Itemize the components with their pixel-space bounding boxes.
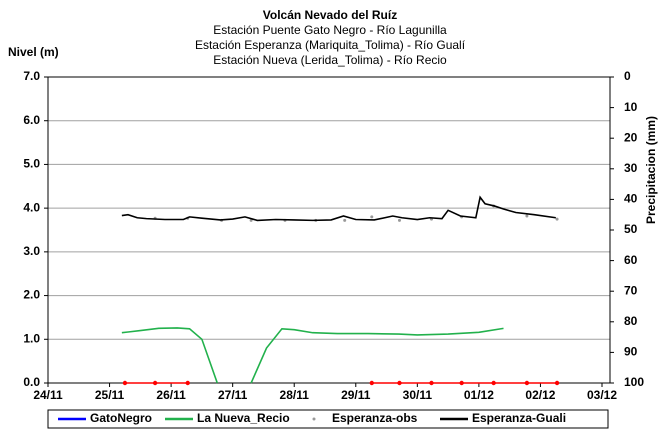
data-point [152, 380, 158, 386]
data-point [554, 380, 560, 386]
y-tick-label: 6.0 [23, 113, 40, 127]
data-point [122, 380, 128, 386]
subtitle: Estación Esperanza (Mariquita_Tolima) - … [195, 38, 466, 52]
x-tick-label: 24/11 [33, 388, 63, 402]
y-tick-label: 0.0 [23, 375, 40, 389]
plot-frame [47, 76, 611, 384]
data-point [397, 218, 401, 222]
data-point [555, 217, 559, 221]
data-point [459, 380, 464, 386]
y2-axis-label: Precipitacion (mm) [644, 116, 658, 224]
data-point [525, 214, 529, 218]
y-tick-label: 4.0 [23, 200, 40, 214]
data-point [370, 215, 374, 219]
y-tick-label: 3.0 [23, 244, 40, 258]
data-point [369, 380, 374, 386]
legend-swatch [312, 417, 316, 421]
data-point [397, 380, 402, 386]
data-point [429, 380, 434, 386]
y2-tick-label: 50 [624, 222, 638, 236]
y-tick-label: 2.0 [23, 288, 40, 302]
subtitle: Estación Puente Gato Negro - Río Lagunil… [213, 23, 447, 37]
series-line [121, 327, 504, 384]
chart-title: Volcán Nevado del Ruíz [263, 8, 397, 22]
x-tick-label: 26/11 [156, 388, 186, 402]
data-point [343, 218, 347, 222]
legend-box [47, 409, 609, 429]
y2-tick-label: 40 [624, 192, 638, 206]
y2-tick-label: 10 [624, 100, 638, 114]
x-tick-label: 02/12 [525, 388, 555, 402]
data-point [491, 380, 496, 386]
y2-tick-label: 80 [624, 314, 638, 328]
data-point [524, 380, 530, 386]
y2-tick-label: 60 [624, 253, 638, 267]
y2-tick-label: 20 [624, 130, 638, 144]
x-tick-label: 29/11 [341, 388, 371, 402]
y-tick-label: 5.0 [23, 157, 40, 171]
legend-label: La Nueva_Recio [197, 411, 290, 425]
x-tick-label: 27/11 [218, 388, 248, 402]
y-tick-label: 7.0 [23, 69, 40, 83]
y-tick-label: 1.0 [23, 331, 40, 345]
x-tick-label: 03/12 [587, 388, 617, 402]
y-axis-label: Nivel (m) [8, 45, 59, 59]
y2-tick-label: 70 [624, 283, 638, 297]
y2-tick-label: 30 [624, 161, 638, 175]
x-tick-label: 25/11 [95, 388, 125, 402]
legend-label: Esperanza-obs [332, 411, 418, 425]
y2-tick-label: 0 [624, 69, 631, 83]
y2-tick-label: 90 [624, 345, 638, 359]
y2-tick-label: 100 [624, 375, 644, 389]
legend-label: Esperanza-Guali [472, 411, 566, 425]
x-tick-label: 30/11 [403, 388, 433, 402]
legend-label: GatoNegro [90, 411, 152, 425]
subtitle: Estación Nueva (Lerida_Tolima) - Río Rec… [213, 53, 447, 67]
series-line [121, 195, 556, 222]
data-point [185, 380, 190, 386]
x-tick-label: 01/12 [464, 388, 494, 402]
x-tick-label: 28/11 [280, 388, 310, 402]
